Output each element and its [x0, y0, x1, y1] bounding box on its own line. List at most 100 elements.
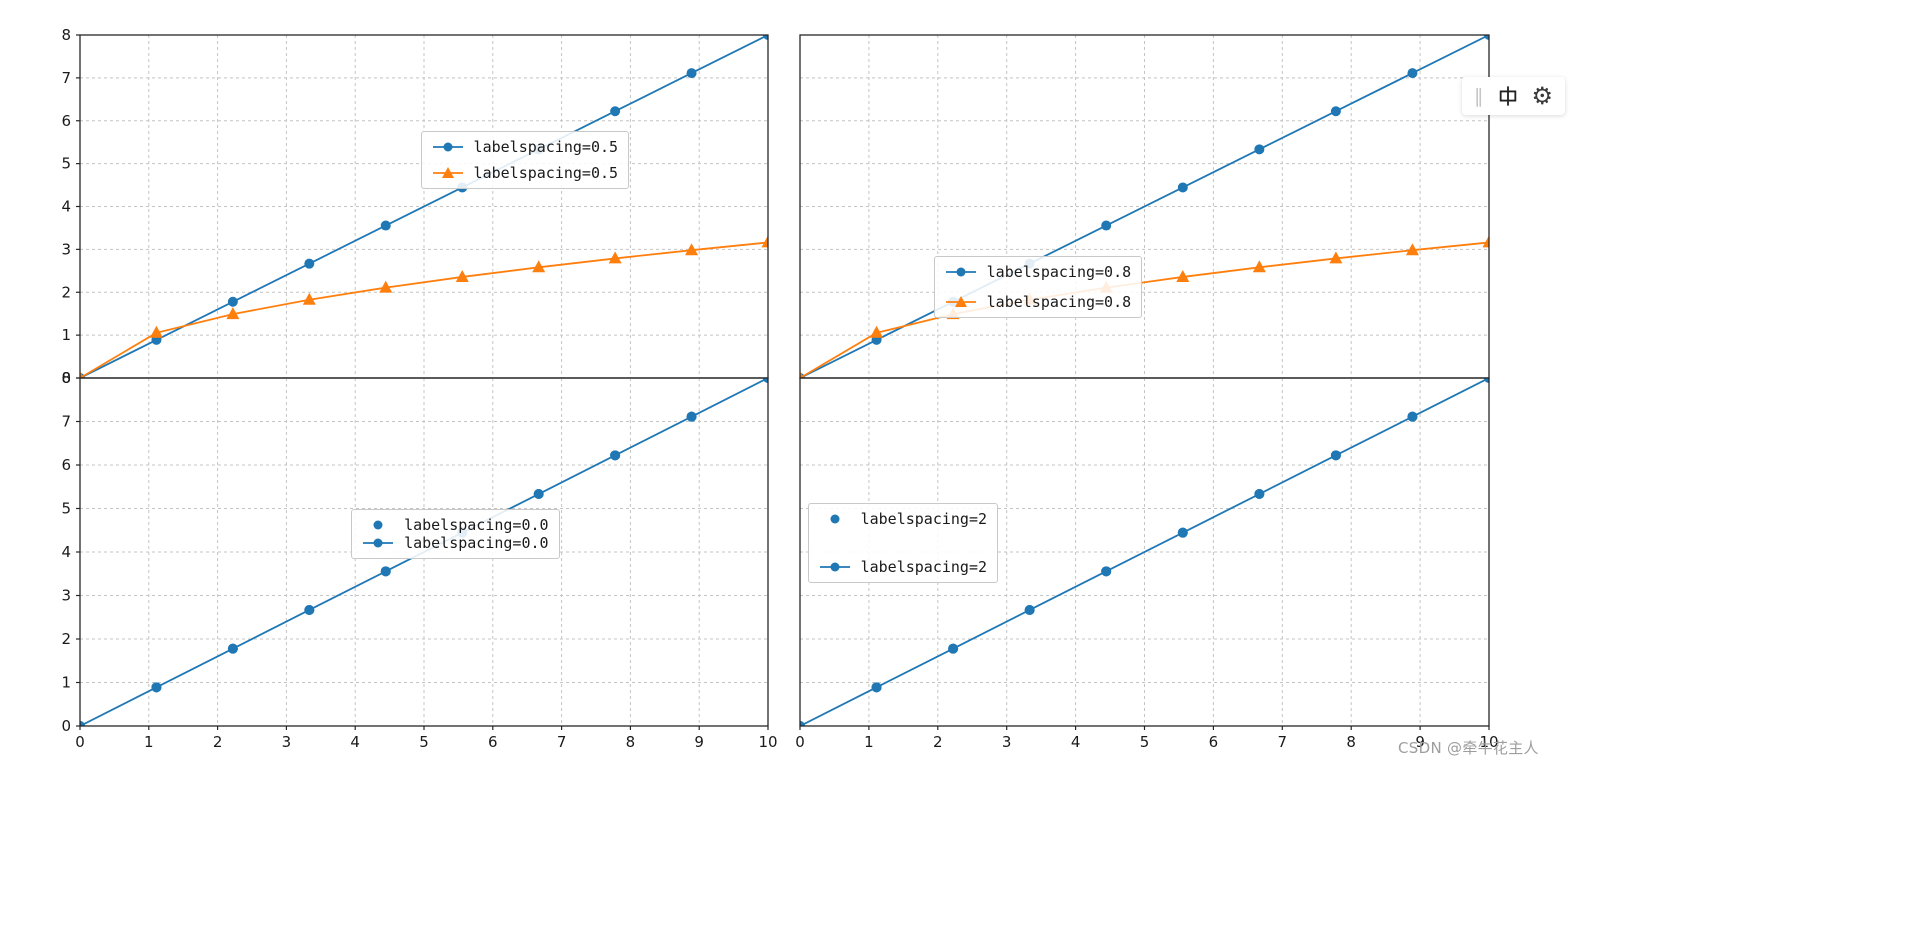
marker-triangle [685, 243, 699, 256]
marker-circle [304, 604, 315, 615]
marker-circle [686, 68, 697, 79]
y-tick-label: 6 [61, 456, 71, 474]
x-tick-label: 1 [144, 733, 154, 751]
y-tick-label: 3 [61, 587, 71, 605]
marker-circle [1177, 527, 1188, 538]
x-tick-label: 6 [1209, 733, 1219, 751]
y-tick-label: 1 [61, 326, 71, 344]
subplot-top-right [799, 34, 1490, 379]
x-tick-label: 6 [488, 733, 498, 751]
marker-triangle [149, 325, 163, 338]
marker-triangle [1482, 235, 1490, 248]
y-tick-label: 2 [61, 283, 71, 301]
marker-circle [304, 258, 315, 269]
marker-circle [457, 182, 468, 193]
marker-circle [1254, 489, 1265, 500]
y-tick-label: 4 [61, 198, 71, 216]
marker-circle [380, 220, 391, 231]
x-tick-label: 2 [933, 733, 943, 751]
y-tick-label: 5 [61, 500, 71, 518]
marker-circle [610, 106, 621, 117]
marker-circle [533, 144, 544, 155]
y-tick-label: 6 [61, 112, 71, 130]
y-tick-label: 5 [61, 155, 71, 173]
marker-circle [79, 721, 85, 727]
series-line [799, 241, 1490, 379]
marker-circle [1407, 68, 1418, 79]
x-tick-label: 9 [694, 733, 704, 751]
x-tick-label: 3 [282, 733, 292, 751]
marker-circle [1330, 450, 1341, 461]
marker-triangle [532, 260, 546, 273]
y-tick-label: 4 [61, 543, 71, 561]
marker-circle [1101, 566, 1112, 577]
marker-triangle [226, 307, 240, 320]
marker-triangle [1176, 269, 1190, 282]
y-tick-label: 0 [61, 369, 71, 387]
marker-triangle [1252, 260, 1266, 273]
marker-triangle [302, 292, 316, 305]
marker-triangle [379, 280, 393, 293]
y-tick-label: 8 [61, 26, 71, 44]
marker-circle [948, 643, 959, 654]
marker-circle [763, 34, 769, 40]
x-tick-label: 5 [1140, 733, 1150, 751]
zhong-character-icon [1499, 86, 1516, 106]
marker-triangle [1329, 251, 1343, 264]
x-tick-label: 8 [1346, 733, 1356, 751]
marker-triangle [1405, 243, 1419, 256]
series-line [79, 34, 769, 379]
x-tick-label: 0 [795, 733, 805, 751]
marker-circle [151, 682, 162, 693]
y-tick-label: 8 [61, 369, 71, 387]
watermark: CSDN @牵牛花主人 [1398, 739, 1539, 757]
x-tick-label: 10 [1479, 733, 1498, 751]
series-line [799, 377, 1490, 727]
subplot-bottom-right: 0 1 2 3 4 5 6 7 8 9 10 [795, 377, 1499, 751]
translate-chinese-icon[interactable] [1497, 85, 1519, 107]
marker-circle [1024, 258, 1035, 269]
x-tick-label: 4 [350, 733, 360, 751]
x-tick-label: 4 [1071, 733, 1081, 751]
marker-circle [227, 296, 238, 307]
y-tick-label: 3 [61, 240, 71, 258]
marker-circle [380, 566, 391, 577]
x-tick-label: 10 [758, 733, 777, 751]
subplot-top-left: 0 1 2 3 4 5 6 7 8 [61, 26, 769, 387]
x-tick-label: 7 [557, 733, 567, 751]
series-line [799, 34, 1490, 379]
translate-widget[interactable]: ‖ ⚙ [1462, 77, 1566, 115]
x-tick-label: 7 [1278, 733, 1288, 751]
marker-circle [1484, 377, 1490, 383]
x-tick-label: 0 [75, 733, 85, 751]
marker-circle [1484, 34, 1490, 40]
marker-circle [1330, 106, 1341, 117]
x-tick-label: 1 [864, 733, 874, 751]
drag-handle-icon[interactable]: ‖ [1474, 84, 1484, 107]
marker-circle [799, 721, 805, 727]
marker-circle [533, 489, 544, 500]
y-tick-label: 1 [61, 674, 71, 692]
settings-gear-icon[interactable]: ⚙ [1531, 82, 1554, 110]
marker-circle [1254, 144, 1265, 155]
marker-circle [457, 527, 468, 538]
marker-circle [1024, 604, 1035, 615]
marker-triangle [608, 251, 622, 264]
marker-triangle [870, 325, 884, 338]
marker-triangle [455, 269, 469, 282]
marker-circle [227, 643, 238, 654]
series-line [79, 241, 769, 379]
y-tick-label: 7 [61, 69, 71, 87]
marker-circle [610, 450, 621, 461]
marker-circle [1177, 182, 1188, 193]
marker-circle [686, 411, 697, 422]
x-tick-label: 8 [626, 733, 636, 751]
x-tick-label: 5 [419, 733, 429, 751]
x-tick-label: 2 [213, 733, 223, 751]
x-tick-label: 3 [1002, 733, 1012, 751]
marker-circle [763, 377, 769, 383]
y-tick-label: 0 [61, 717, 71, 735]
